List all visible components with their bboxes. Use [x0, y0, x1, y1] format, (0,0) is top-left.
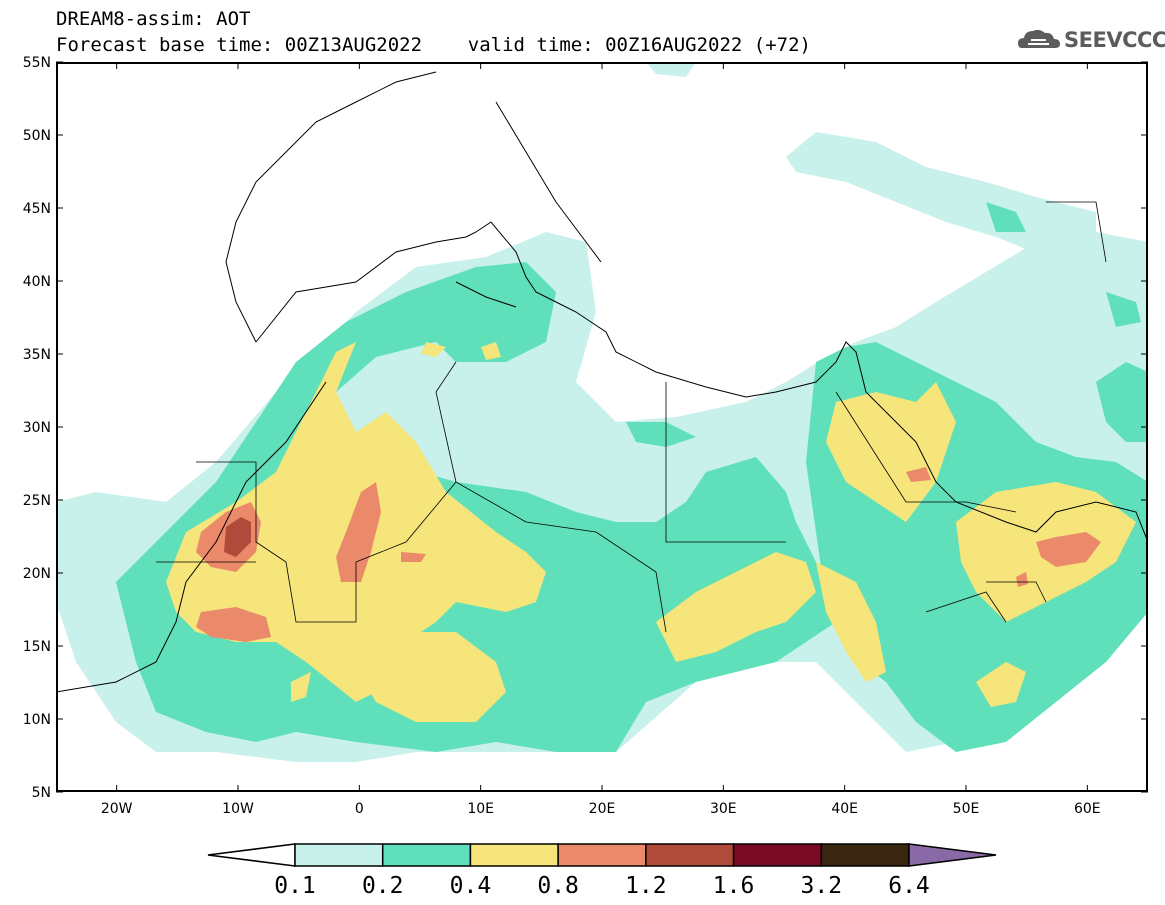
colorbar-label: 0.1 — [274, 873, 316, 899]
lon-label: 20E — [589, 801, 616, 817]
country-borders — [156, 201, 1107, 633]
colorbar-swatch — [820, 843, 910, 867]
colorbar-label: 3.2 — [801, 873, 843, 899]
colorbar-label: 6.4 — [888, 873, 930, 899]
colorbar-label: 0.4 — [450, 873, 492, 899]
colorbar-label: 0.2 — [362, 873, 404, 899]
colorbar-label: 0.8 — [537, 873, 579, 899]
lat-label: 45N — [23, 201, 51, 217]
lon-label: 10E — [467, 801, 494, 817]
lon-label: 10W — [222, 801, 254, 817]
aod-contour-0-8 — [196, 467, 1101, 642]
lat-label: 55N — [23, 55, 51, 71]
coastlines — [56, 71, 1148, 693]
lon-label: 40E — [831, 801, 858, 817]
forecast-time-subtitle: Forecast base time: 00Z13AUG2022 valid t… — [56, 34, 811, 56]
colorbar-swatch — [381, 843, 472, 867]
lat-label: 10N — [23, 712, 51, 728]
lat-label: 30N — [23, 420, 51, 436]
lon-label: 20W — [101, 801, 133, 817]
cloud-icon — [1018, 29, 1060, 48]
lat-label: 35N — [23, 347, 51, 363]
colorbar-swatch — [294, 843, 384, 867]
lat-label: 25N — [23, 493, 51, 509]
lon-label: 0 — [355, 801, 364, 817]
seevccc-logo: SEEVCCC — [1064, 28, 1165, 52]
lon-label: 30E — [710, 801, 737, 817]
colorbar-swatch — [557, 843, 647, 867]
aod-contour-1-2 — [224, 517, 251, 557]
colorbar-swatch — [732, 843, 823, 867]
colorbar-swatch-under — [207, 843, 296, 867]
lat-label: 20N — [23, 566, 51, 582]
colorbar-swatch — [469, 843, 559, 867]
lon-label: 50E — [953, 801, 980, 817]
lat-label: 40N — [23, 274, 51, 290]
lon-label: 60E — [1074, 801, 1101, 817]
colorbar: 0.1 0.2 0.4 0.8 1.2 1.6 3.2 6.4 — [207, 843, 997, 899]
lat-label: 50N — [23, 128, 51, 144]
chart-title: DREAM8-assim: AOT — [56, 8, 251, 30]
lat-label: 5N — [32, 785, 51, 801]
colorbar-label: 1.2 — [625, 873, 667, 899]
lat-label: 15N — [23, 639, 51, 655]
colorbar-swatch-over — [908, 843, 997, 867]
colorbar-swatch — [645, 843, 735, 867]
dust-aod-map — [56, 62, 1148, 792]
colorbar-label: 1.6 — [713, 873, 755, 899]
